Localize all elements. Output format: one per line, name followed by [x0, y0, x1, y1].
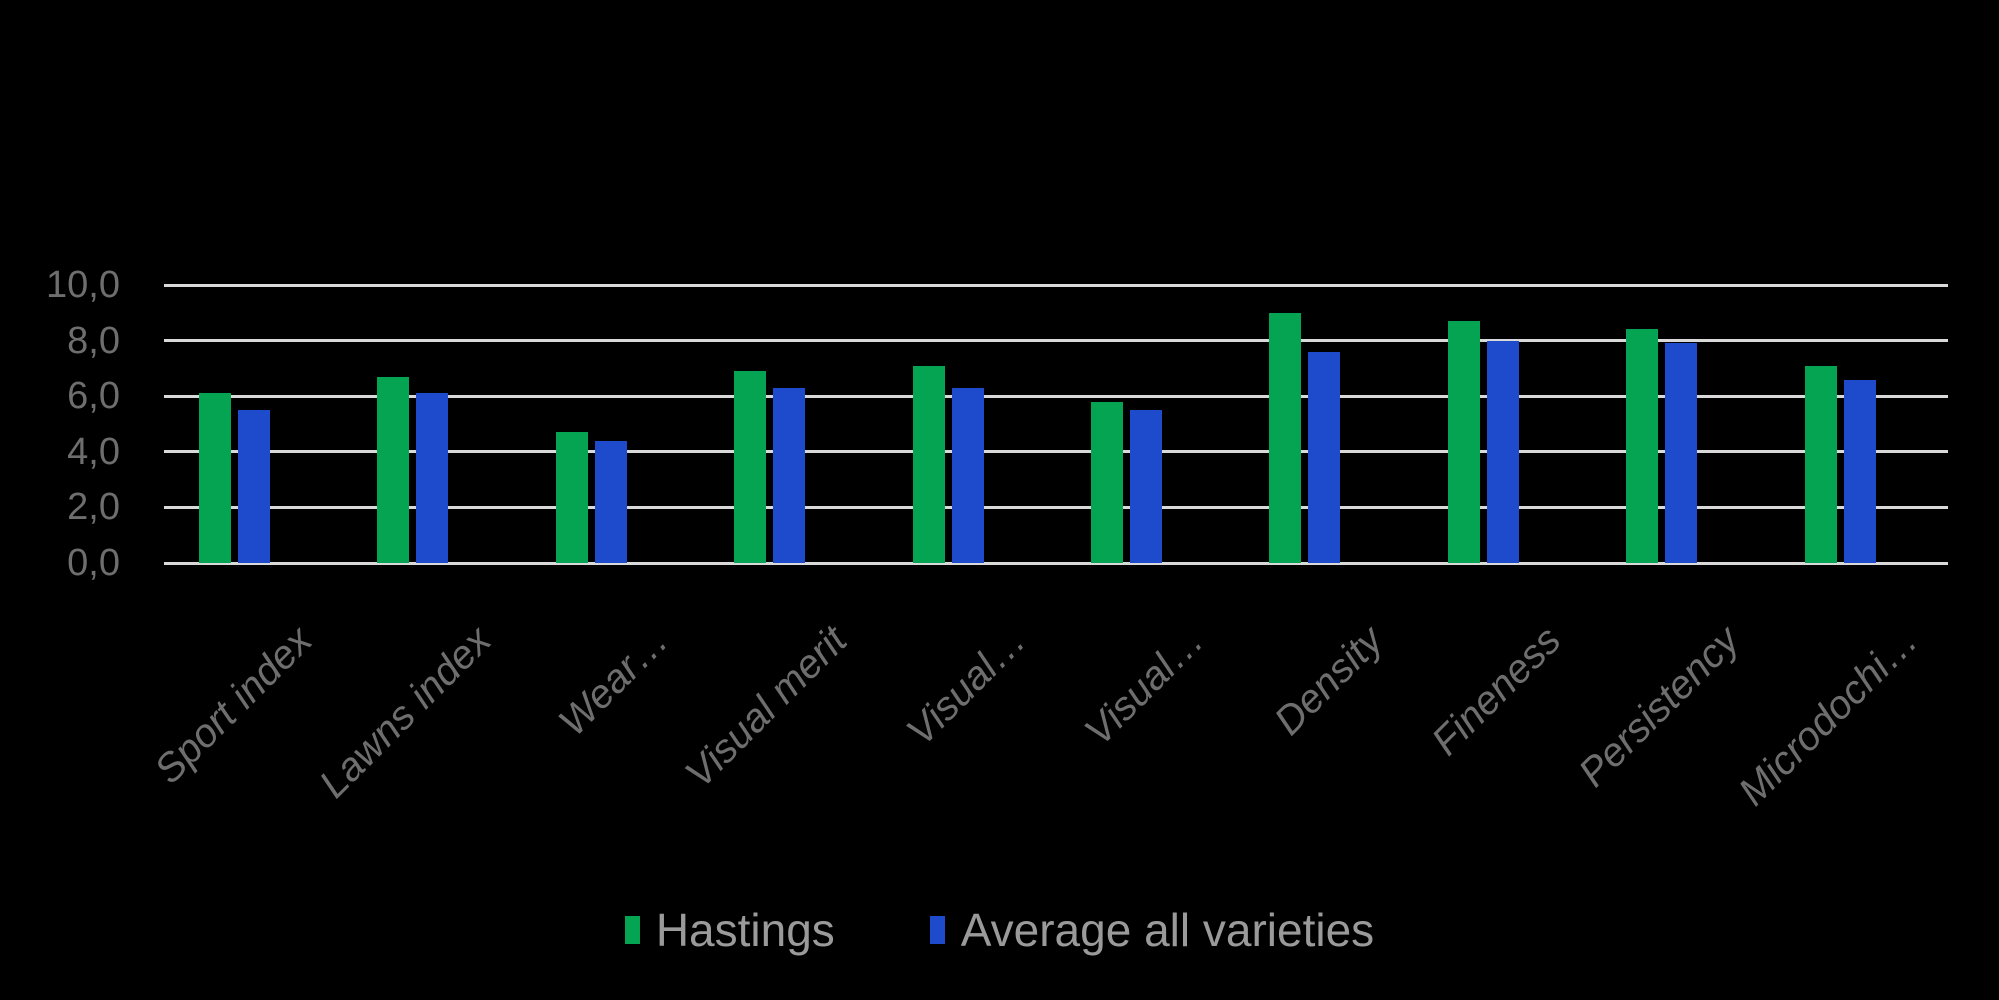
x-axis-category-label: Visual merit — [677, 618, 856, 797]
gridline — [164, 561, 1948, 565]
bar-average-all-varieties — [951, 387, 984, 563]
x-axis-category-label: Visual… — [1076, 618, 1213, 754]
bar-hastings — [912, 365, 945, 563]
bar-average-all-varieties — [1308, 351, 1341, 563]
y-axis-tick-label: 4,0 — [67, 430, 120, 473]
bar-hastings — [1269, 312, 1302, 563]
gridline — [164, 283, 1948, 287]
x-axis-category-label: Microdochi… — [1730, 618, 1927, 815]
bar-group-sport-index — [164, 285, 342, 563]
y-axis-tick-label: 6,0 — [67, 375, 120, 418]
legend-item-hastings: Hastings — [624, 903, 835, 957]
x-axis-category-label: Density — [1265, 618, 1392, 744]
bar-hastings — [1447, 321, 1480, 563]
x-axis-category-label: Persistency — [1570, 618, 1748, 796]
y-axis-tick-label: 0,0 — [67, 542, 120, 584]
legend-label: Average all varieties — [960, 904, 1375, 956]
gridline — [164, 339, 1948, 343]
y-axis-tick-label: 8,0 — [67, 319, 120, 362]
bar-group-lawns-index — [342, 285, 520, 563]
legend-item-average-all-varieties: Average all varieties — [929, 903, 1375, 957]
bar-average-all-varieties — [1843, 379, 1876, 563]
bar-average-all-varieties — [594, 440, 627, 563]
plot-area — [164, 283, 1948, 565]
gridline — [164, 450, 1948, 454]
x-axis-category-label: Lawns index — [310, 618, 500, 807]
x-axis-category-label: Visual… — [898, 618, 1035, 754]
bar-average-all-varieties — [416, 393, 449, 563]
bar-hastings — [1091, 401, 1123, 563]
bar-group-persistency — [1591, 285, 1769, 563]
bar-average-all-varieties — [1486, 340, 1519, 563]
bar-group-density — [1234, 285, 1412, 563]
bar-group-wear- — [521, 285, 699, 563]
bar-hastings — [555, 432, 588, 563]
bar-average-all-varieties — [238, 410, 270, 563]
bar-average-all-varieties — [773, 387, 806, 563]
bar-hastings — [199, 393, 231, 563]
y-axis-tick-label: 2,0 — [67, 486, 120, 529]
bar-group-visual-merit — [699, 285, 877, 563]
bar-group-visual- — [1056, 285, 1234, 563]
bar-group-visual- — [878, 285, 1056, 563]
legend-swatch-icon — [624, 916, 640, 944]
bar-group-microdochi- — [1770, 285, 1948, 563]
bar-hastings — [1804, 365, 1837, 563]
legend-swatch-icon — [929, 916, 945, 944]
chart-legend: Hastings Average all varieties — [0, 903, 1999, 957]
gridline — [164, 505, 1948, 509]
bar-average-all-varieties — [1665, 343, 1698, 563]
bar-hastings — [734, 371, 767, 563]
x-axis-category-label: Fineness — [1423, 618, 1570, 764]
bar-average-all-varieties — [1130, 410, 1162, 563]
legend-label: Hastings — [655, 904, 835, 956]
bar-group-fineness — [1413, 285, 1591, 563]
y-axis-tick-label: 10,0 — [46, 264, 120, 306]
bar-hastings — [377, 376, 410, 563]
x-axis-category-label: Wear… — [550, 618, 678, 745]
bar-hastings — [1626, 329, 1659, 563]
x-axis-category-label: Sport index — [146, 618, 321, 793]
gridline — [164, 394, 1948, 398]
